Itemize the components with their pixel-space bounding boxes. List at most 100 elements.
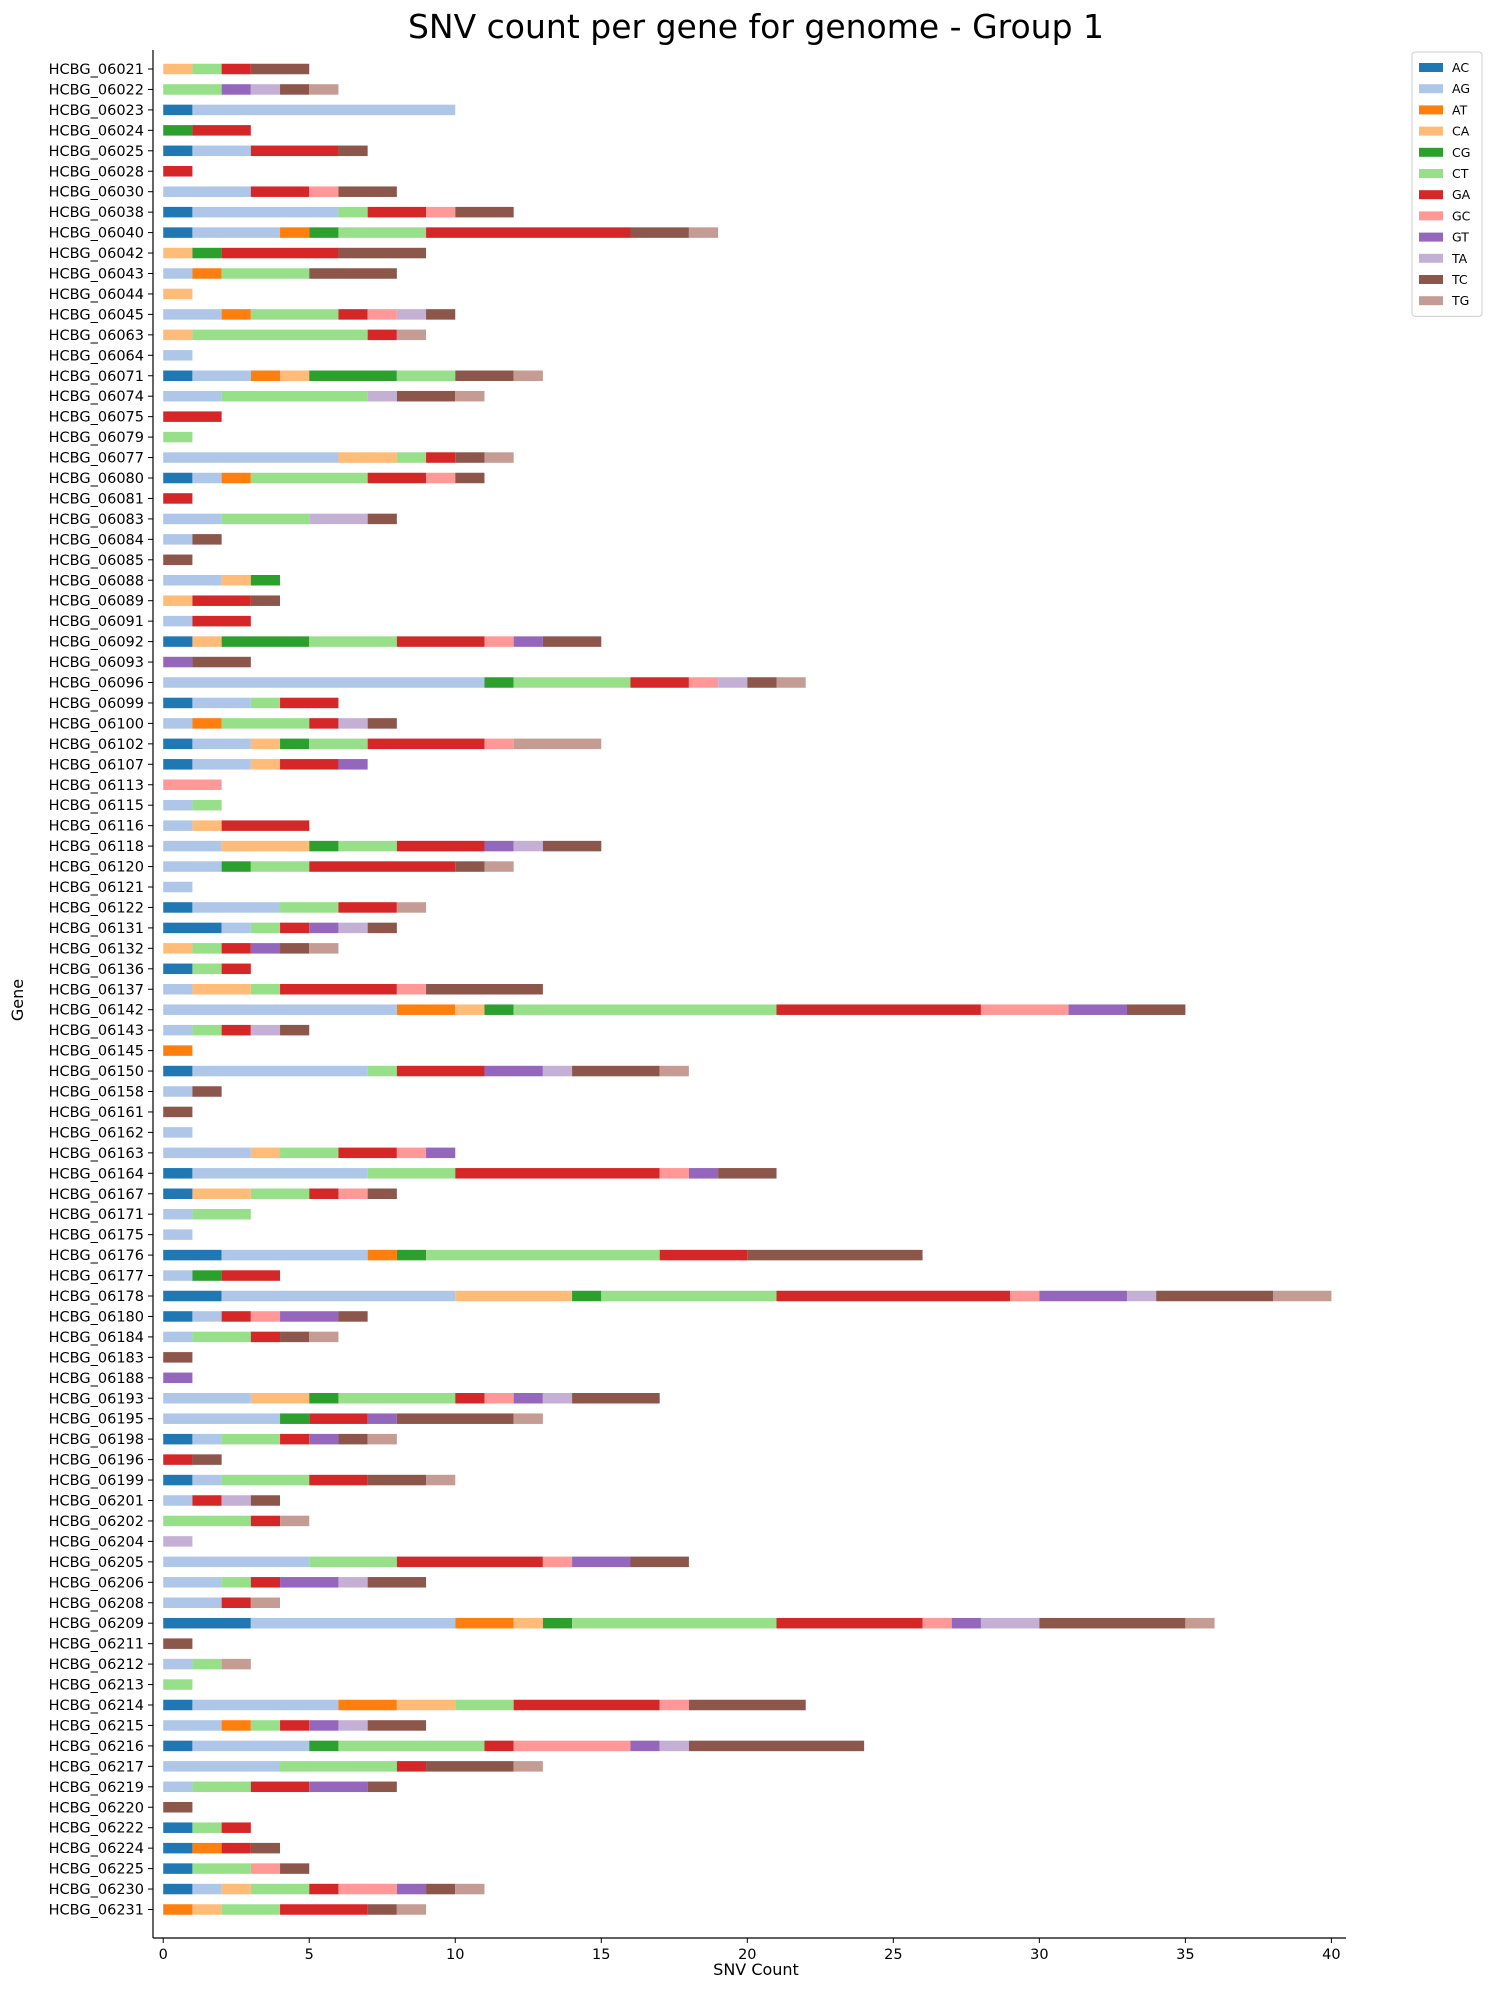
bar-segment-HCBG_06158-TC [192, 1086, 222, 1097]
bar-segment-HCBG_06177-GA [221, 1270, 281, 1281]
bar-segment-HCBG_06122-AC [163, 902, 193, 913]
y-tick-label: HCBG_06176 [49, 1248, 144, 1264]
y-tick-label: HCBG_06042 [49, 246, 144, 262]
bar-segment-HCBG_06137-CA [192, 984, 251, 995]
bar-segment-HCBG_06176-AC [163, 1249, 222, 1261]
bar-segment-HCBG_06161-TC [163, 1106, 193, 1118]
bar-segment-HCBG_06120-CG [221, 861, 251, 872]
bar-segment-HCBG_06201-TA [221, 1495, 251, 1506]
bar-segment-HCBG_06040-CT [338, 227, 427, 238]
bar-segment-HCBG_06216-TC [688, 1740, 865, 1752]
bar-segment-HCBG_06230-GT [396, 1883, 427, 1895]
bar-segment-HCBG_06196-GA [163, 1454, 193, 1465]
bar-segment-HCBG_06021-GA [221, 63, 251, 75]
y-tick-label: HCBG_06044 [49, 287, 144, 303]
bar-segment-HCBG_06215-AT [221, 1720, 251, 1731]
bar-segment-HCBG_06195-TG [513, 1413, 543, 1424]
bar-segment-HCBG_06107-GA [280, 759, 339, 770]
bar-segment-HCBG_06167-CA [192, 1188, 251, 1199]
bar-segment-HCBG_06209-CT [572, 1617, 777, 1629]
y-tick-label: HCBG_06196 [49, 1453, 144, 1469]
bar-segment-HCBG_06230-AC [163, 1883, 193, 1895]
bar-segment-HCBG_06199-TC [367, 1474, 427, 1486]
bar-segment-HCBG_06184-TG [309, 1331, 339, 1343]
bar-segment-HCBG_06204-TA [163, 1536, 193, 1547]
bar-segment-HCBG_06116-AG [163, 820, 193, 831]
bar-segment-HCBG_06137-CT [250, 984, 281, 995]
bar-segment-HCBG_06079-CT [163, 431, 193, 443]
bar-segment-HCBG_06178-TG [1272, 1290, 1332, 1302]
bars-layer [163, 63, 1332, 1915]
bar-segment-HCBG_06193-GC [484, 1393, 514, 1404]
x-tick-label: 5 [305, 1947, 314, 1963]
bar-segment-HCBG_06063-TG [396, 329, 427, 341]
bar-segment-HCBG_06195-GT [367, 1413, 397, 1424]
bar-segment-HCBG_06215-AG [163, 1720, 222, 1731]
bar-segment-HCBG_06167-GA [309, 1188, 339, 1199]
bar-segment-HCBG_06107-AC [163, 759, 193, 770]
bar-segment-HCBG_06222-AC [163, 1822, 193, 1833]
bar-segment-HCBG_06201-AG [163, 1495, 193, 1506]
bar-segment-HCBG_06195-CG [280, 1413, 310, 1424]
bar-segment-HCBG_06121-AG [163, 881, 193, 893]
bar-segment-HCBG_06215-TA [338, 1720, 368, 1731]
bar-segment-HCBG_06131-GA [280, 922, 310, 934]
bar-segment-HCBG_06038-TC [455, 206, 514, 218]
bar-segment-HCBG_06209-TG [1185, 1617, 1215, 1629]
legend-label-GT: GT [1452, 230, 1469, 245]
bar-segment-HCBG_06063-GA [367, 329, 397, 341]
bar-segment-HCBG_06175-AG [163, 1229, 193, 1240]
legend-swatch-AC [1419, 63, 1443, 72]
bar-segment-HCBG_06196-TC [192, 1454, 222, 1465]
y-tick-label: HCBG_06116 [49, 819, 144, 835]
bar-segment-HCBG_06118-GT [484, 840, 514, 852]
bar-segment-HCBG_06163-GA [338, 1147, 397, 1159]
bar-segment-HCBG_06195-AG [163, 1413, 281, 1424]
bar-segment-HCBG_06143-CT [192, 1024, 222, 1036]
bar-segment-HCBG_06231-CT [221, 1904, 281, 1915]
y-tick-label: HCBG_06122 [49, 900, 144, 916]
bar-segment-HCBG_06093-TC [192, 656, 251, 668]
y-tick-label: HCBG_06204 [49, 1534, 144, 1550]
bar-segment-HCBG_06137-AG [163, 984, 193, 995]
y-tick-label: HCBG_06163 [49, 1146, 144, 1162]
bar-segment-HCBG_06220-TC [163, 1802, 193, 1813]
bar-segment-HCBG_06136-AC [163, 963, 193, 975]
bar-segment-HCBG_06022-GT [221, 84, 251, 95]
legend-label-CG: CG [1452, 145, 1470, 160]
bar-segment-HCBG_06150-AG [192, 1065, 368, 1077]
bar-segment-HCBG_06092-GA [396, 636, 485, 647]
bar-segment-HCBG_06177-CG [192, 1270, 222, 1281]
bar-segment-HCBG_06142-GA [776, 1004, 981, 1015]
bar-segment-HCBG_06092-GT [513, 636, 543, 647]
bar-segment-HCBG_06164-GA [455, 1168, 660, 1179]
y-tick-label: HCBG_06115 [49, 798, 144, 814]
y-tick-label: HCBG_06028 [49, 164, 144, 180]
bar-segment-HCBG_06180-TC [338, 1311, 368, 1322]
bar-segment-HCBG_06230-GC [338, 1883, 397, 1895]
y-tick-label: HCBG_06171 [49, 1207, 144, 1223]
bar-segment-HCBG_06193-GA [455, 1393, 485, 1404]
bar-segment-HCBG_06030-AG [163, 186, 251, 197]
bar-segment-HCBG_06178-CG [572, 1290, 602, 1302]
bar-segment-HCBG_06171-CT [192, 1208, 251, 1220]
bar-segment-HCBG_06222-GA [221, 1822, 251, 1833]
y-tick-label: HCBG_06121 [49, 880, 144, 896]
axes [152, 50, 1346, 1939]
bar-segment-HCBG_06184-TC [280, 1331, 310, 1343]
bar-segment-HCBG_06231-CA [192, 1904, 222, 1915]
bar-segment-HCBG_06178-TC [1156, 1290, 1273, 1302]
legend-swatch-AG [1419, 84, 1443, 94]
bar-segment-HCBG_06209-GC [922, 1617, 952, 1629]
bar-segment-HCBG_06077-AG [163, 452, 339, 463]
bar-segment-HCBG_06177-AG [163, 1270, 193, 1281]
bar-segment-HCBG_06071-TG [513, 370, 543, 381]
bar-segment-HCBG_06164-GT [688, 1168, 719, 1179]
bar-segment-HCBG_06071-CT [396, 370, 456, 381]
bar-segment-HCBG_06096-CG [484, 677, 514, 688]
bar-segment-HCBG_06180-AG [192, 1311, 222, 1322]
x-tick-label: 35 [1176, 1947, 1194, 1963]
legend-swatch-GA [1419, 190, 1443, 200]
bar-segment-HCBG_06077-TG [484, 452, 514, 463]
